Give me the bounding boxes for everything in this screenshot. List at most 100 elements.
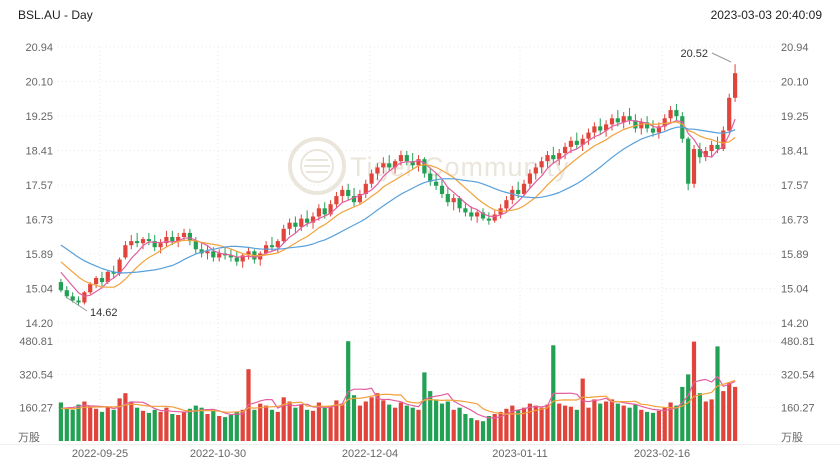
volume-bar	[211, 410, 216, 441]
volume-bar	[334, 400, 339, 441]
candle-body	[439, 185, 445, 194]
price-axis-label-right: 15.89	[781, 249, 809, 261]
volume-bar	[709, 399, 714, 441]
candle-body	[539, 161, 544, 168]
volume-bar	[563, 405, 568, 441]
annotation-line	[65, 296, 88, 312]
candle-body	[193, 241, 198, 250]
volume-panel	[58, 341, 738, 441]
candle-body	[357, 194, 362, 203]
volume-bar	[64, 407, 69, 441]
volume-bar	[691, 341, 697, 441]
volume-bar	[217, 416, 222, 441]
volume-axis-label-left: 480.81	[19, 336, 53, 348]
volume-ma10-line	[60, 379, 736, 415]
volume-bar	[510, 405, 515, 441]
candle-body	[316, 208, 321, 217]
price-axis-label-left: 18.41	[25, 146, 53, 158]
annotation-line	[711, 52, 732, 63]
candle-body	[334, 196, 339, 205]
candle-body	[434, 181, 439, 186]
volume-bar	[574, 409, 579, 441]
moving-average-lines	[60, 118, 736, 419]
candle-body	[469, 212, 474, 217]
volume-bar	[322, 407, 327, 441]
candle-body	[375, 167, 380, 174]
volume-unit-label-right: 万股	[781, 431, 803, 444]
price-axis-label-right: 17.57	[781, 180, 809, 192]
volume-bar	[310, 410, 316, 441]
volume-bar	[475, 420, 480, 441]
candle-body	[656, 126, 661, 133]
volume-bar	[135, 407, 140, 441]
volume-bar	[351, 395, 357, 441]
volume-bar	[357, 405, 362, 441]
candle-body	[351, 196, 357, 203]
candle-body	[135, 241, 140, 244]
candle-body	[580, 138, 585, 145]
volume-bar	[269, 409, 275, 441]
candle-body	[733, 73, 738, 98]
volume-bar	[545, 404, 550, 441]
candle-body	[721, 130, 726, 149]
volume-bar	[586, 407, 591, 441]
candle-body	[668, 110, 673, 119]
candle-body	[703, 151, 708, 158]
volume-bar	[58, 402, 63, 441]
candle-body	[527, 173, 532, 184]
volume-bar	[492, 414, 497, 441]
volume-bar	[521, 407, 527, 441]
price-axis-label-right: 18.41	[781, 146, 809, 158]
volume-bar	[281, 397, 286, 441]
volume-bar	[469, 418, 474, 441]
volume-bar	[733, 386, 738, 441]
candle-body	[211, 251, 216, 258]
candle-body	[322, 208, 327, 215]
volume-bar	[598, 403, 603, 441]
candle-body	[240, 255, 245, 262]
candle-body	[568, 140, 573, 147]
candle-body	[181, 232, 187, 237]
volume-bar	[70, 409, 75, 441]
volume-bar	[416, 409, 421, 441]
volume-bar	[539, 407, 544, 441]
volume-bar	[228, 415, 233, 441]
volume-bar	[674, 405, 679, 441]
volume-bar	[498, 411, 503, 441]
price-axis-label-right: 19.25	[781, 111, 809, 123]
candle-body	[129, 241, 134, 246]
price-axis-label-left: 14.20	[25, 318, 53, 330]
candle-body	[187, 232, 192, 242]
volume-bar	[129, 401, 134, 441]
candle-body	[586, 132, 591, 139]
candle-body	[475, 212, 480, 217]
volume-axis-label-right: 480.81	[781, 336, 815, 348]
annotation-label: 14.62	[90, 307, 118, 319]
volume-bar	[480, 421, 486, 441]
candle-body	[727, 97, 732, 131]
symbol-title[interactable]: BSL.AU - Day	[18, 8, 93, 22]
watermark-text: Tiger Community	[350, 152, 570, 182]
volume-bar	[668, 402, 673, 441]
volume-bar	[662, 407, 667, 441]
volume-bar	[275, 411, 280, 441]
volume-bar	[404, 405, 409, 441]
candle-body	[686, 138, 691, 184]
candle-body	[58, 282, 63, 291]
volume-bar	[164, 407, 169, 441]
volume-bar	[363, 401, 368, 441]
candle-body	[574, 140, 579, 145]
volume-bar	[609, 399, 615, 441]
volume-bar	[568, 406, 573, 441]
volume-bar	[592, 399, 597, 441]
volume-bar	[199, 407, 204, 441]
candle-body	[94, 278, 99, 285]
candle-body	[305, 218, 310, 223]
volume-bar	[527, 403, 532, 441]
candle-body	[369, 173, 374, 184]
candle-body	[563, 146, 568, 153]
price-axis-label-left: 19.25	[25, 111, 53, 123]
volume-bar	[152, 409, 157, 441]
